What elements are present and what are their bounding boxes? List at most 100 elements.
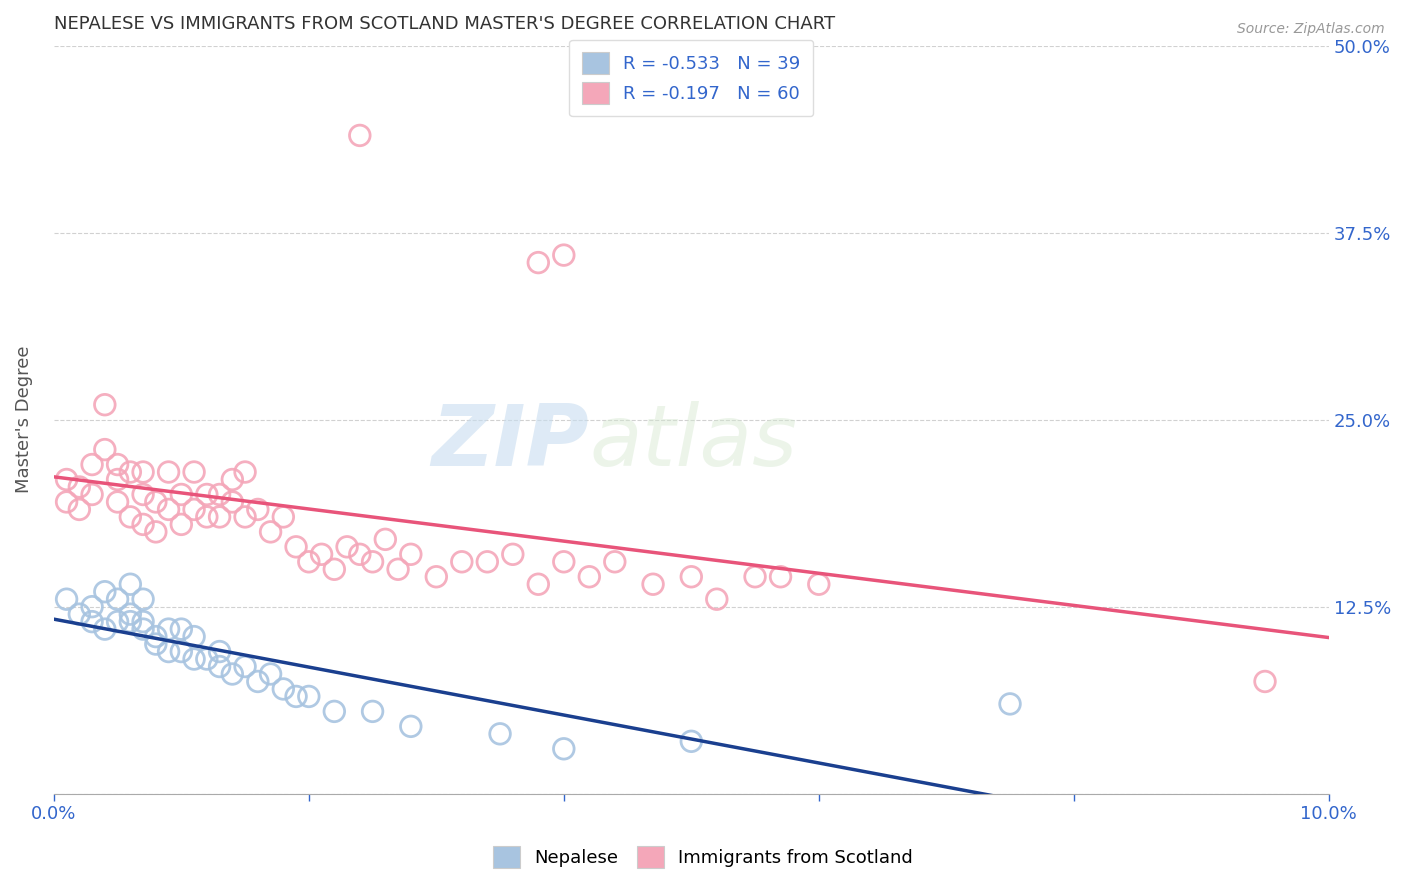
Point (450, 555, 472, 569)
Point (132, 487, 155, 501)
Point (233, 659, 256, 673)
Point (298, 555, 321, 569)
Point (80, 458, 103, 472)
Point (120, 607, 142, 622)
Point (399, 547, 422, 561)
Point (132, 517, 155, 532)
Point (208, 509, 231, 524)
Point (807, 577, 830, 591)
Point (744, 570, 766, 584)
Point (132, 465, 155, 479)
Point (208, 487, 231, 501)
Point (349, 128, 371, 143)
Point (170, 644, 193, 658)
Point (221, 495, 243, 509)
Point (55, 495, 77, 509)
Point (489, 727, 512, 741)
Point (157, 465, 180, 479)
Point (195, 509, 218, 524)
Text: atlas: atlas (589, 401, 797, 483)
Point (246, 674, 269, 689)
Point (681, 734, 703, 748)
Point (998, 697, 1021, 711)
Point (603, 555, 626, 569)
Point (94, 442, 117, 457)
Point (553, 741, 575, 756)
Point (80, 599, 103, 614)
Point (374, 533, 396, 547)
Point (578, 570, 600, 584)
Point (94, 622, 117, 636)
Point (553, 555, 575, 569)
Point (183, 502, 205, 516)
Point (107, 592, 129, 607)
Point (67, 607, 90, 622)
Point (94, 398, 117, 412)
Point (170, 487, 193, 501)
Point (502, 547, 524, 561)
Point (285, 690, 308, 704)
Point (157, 622, 180, 636)
Point (399, 719, 422, 733)
Point (221, 667, 243, 681)
Point (80, 615, 103, 629)
Point (183, 652, 205, 666)
Point (145, 524, 167, 539)
Point (769, 570, 792, 584)
Point (132, 622, 155, 636)
Point (706, 592, 728, 607)
Y-axis label: Master's Degree: Master's Degree (15, 346, 32, 493)
Point (107, 615, 129, 629)
Text: NEPALESE VS IMMIGRANTS FROM SCOTLAND MASTER'S DEGREE CORRELATION CHART: NEPALESE VS IMMIGRANTS FROM SCOTLAND MAS… (53, 15, 835, 33)
Point (361, 555, 384, 569)
Point (157, 644, 180, 658)
Point (527, 577, 550, 591)
Point (183, 630, 205, 644)
Point (361, 705, 384, 719)
Point (1254, 674, 1277, 689)
Point (273, 681, 295, 696)
Point (67, 480, 90, 494)
Point (553, 248, 575, 262)
Point (80, 487, 103, 501)
Point (195, 487, 218, 501)
Text: ZIP: ZIP (432, 401, 589, 483)
Point (208, 644, 231, 658)
Point (170, 622, 193, 636)
Point (477, 555, 499, 569)
Point (55, 473, 77, 487)
Point (145, 630, 167, 644)
Point (233, 465, 256, 479)
Point (183, 465, 205, 479)
Point (387, 562, 409, 576)
Point (349, 547, 371, 561)
Point (120, 615, 142, 629)
Point (259, 524, 281, 539)
Point (298, 690, 321, 704)
Text: Source: ZipAtlas.com: Source: ZipAtlas.com (1237, 22, 1385, 37)
Point (311, 547, 333, 561)
Point (195, 652, 218, 666)
Point (170, 517, 193, 532)
Point (145, 637, 167, 651)
Point (107, 473, 129, 487)
Point (67, 502, 90, 516)
Point (145, 495, 167, 509)
Point (527, 255, 550, 269)
Point (259, 667, 281, 681)
Point (323, 562, 346, 576)
Point (120, 465, 142, 479)
Point (273, 509, 295, 524)
Point (681, 570, 703, 584)
Point (641, 577, 664, 591)
Point (94, 584, 117, 599)
Point (246, 502, 269, 516)
Point (120, 577, 142, 591)
Legend: R = -0.533   N = 39, R = -0.197   N = 60: R = -0.533 N = 39, R = -0.197 N = 60 (569, 40, 813, 116)
Point (221, 473, 243, 487)
Point (132, 592, 155, 607)
Point (425, 570, 447, 584)
Point (132, 615, 155, 629)
Point (107, 458, 129, 472)
Point (157, 502, 180, 516)
